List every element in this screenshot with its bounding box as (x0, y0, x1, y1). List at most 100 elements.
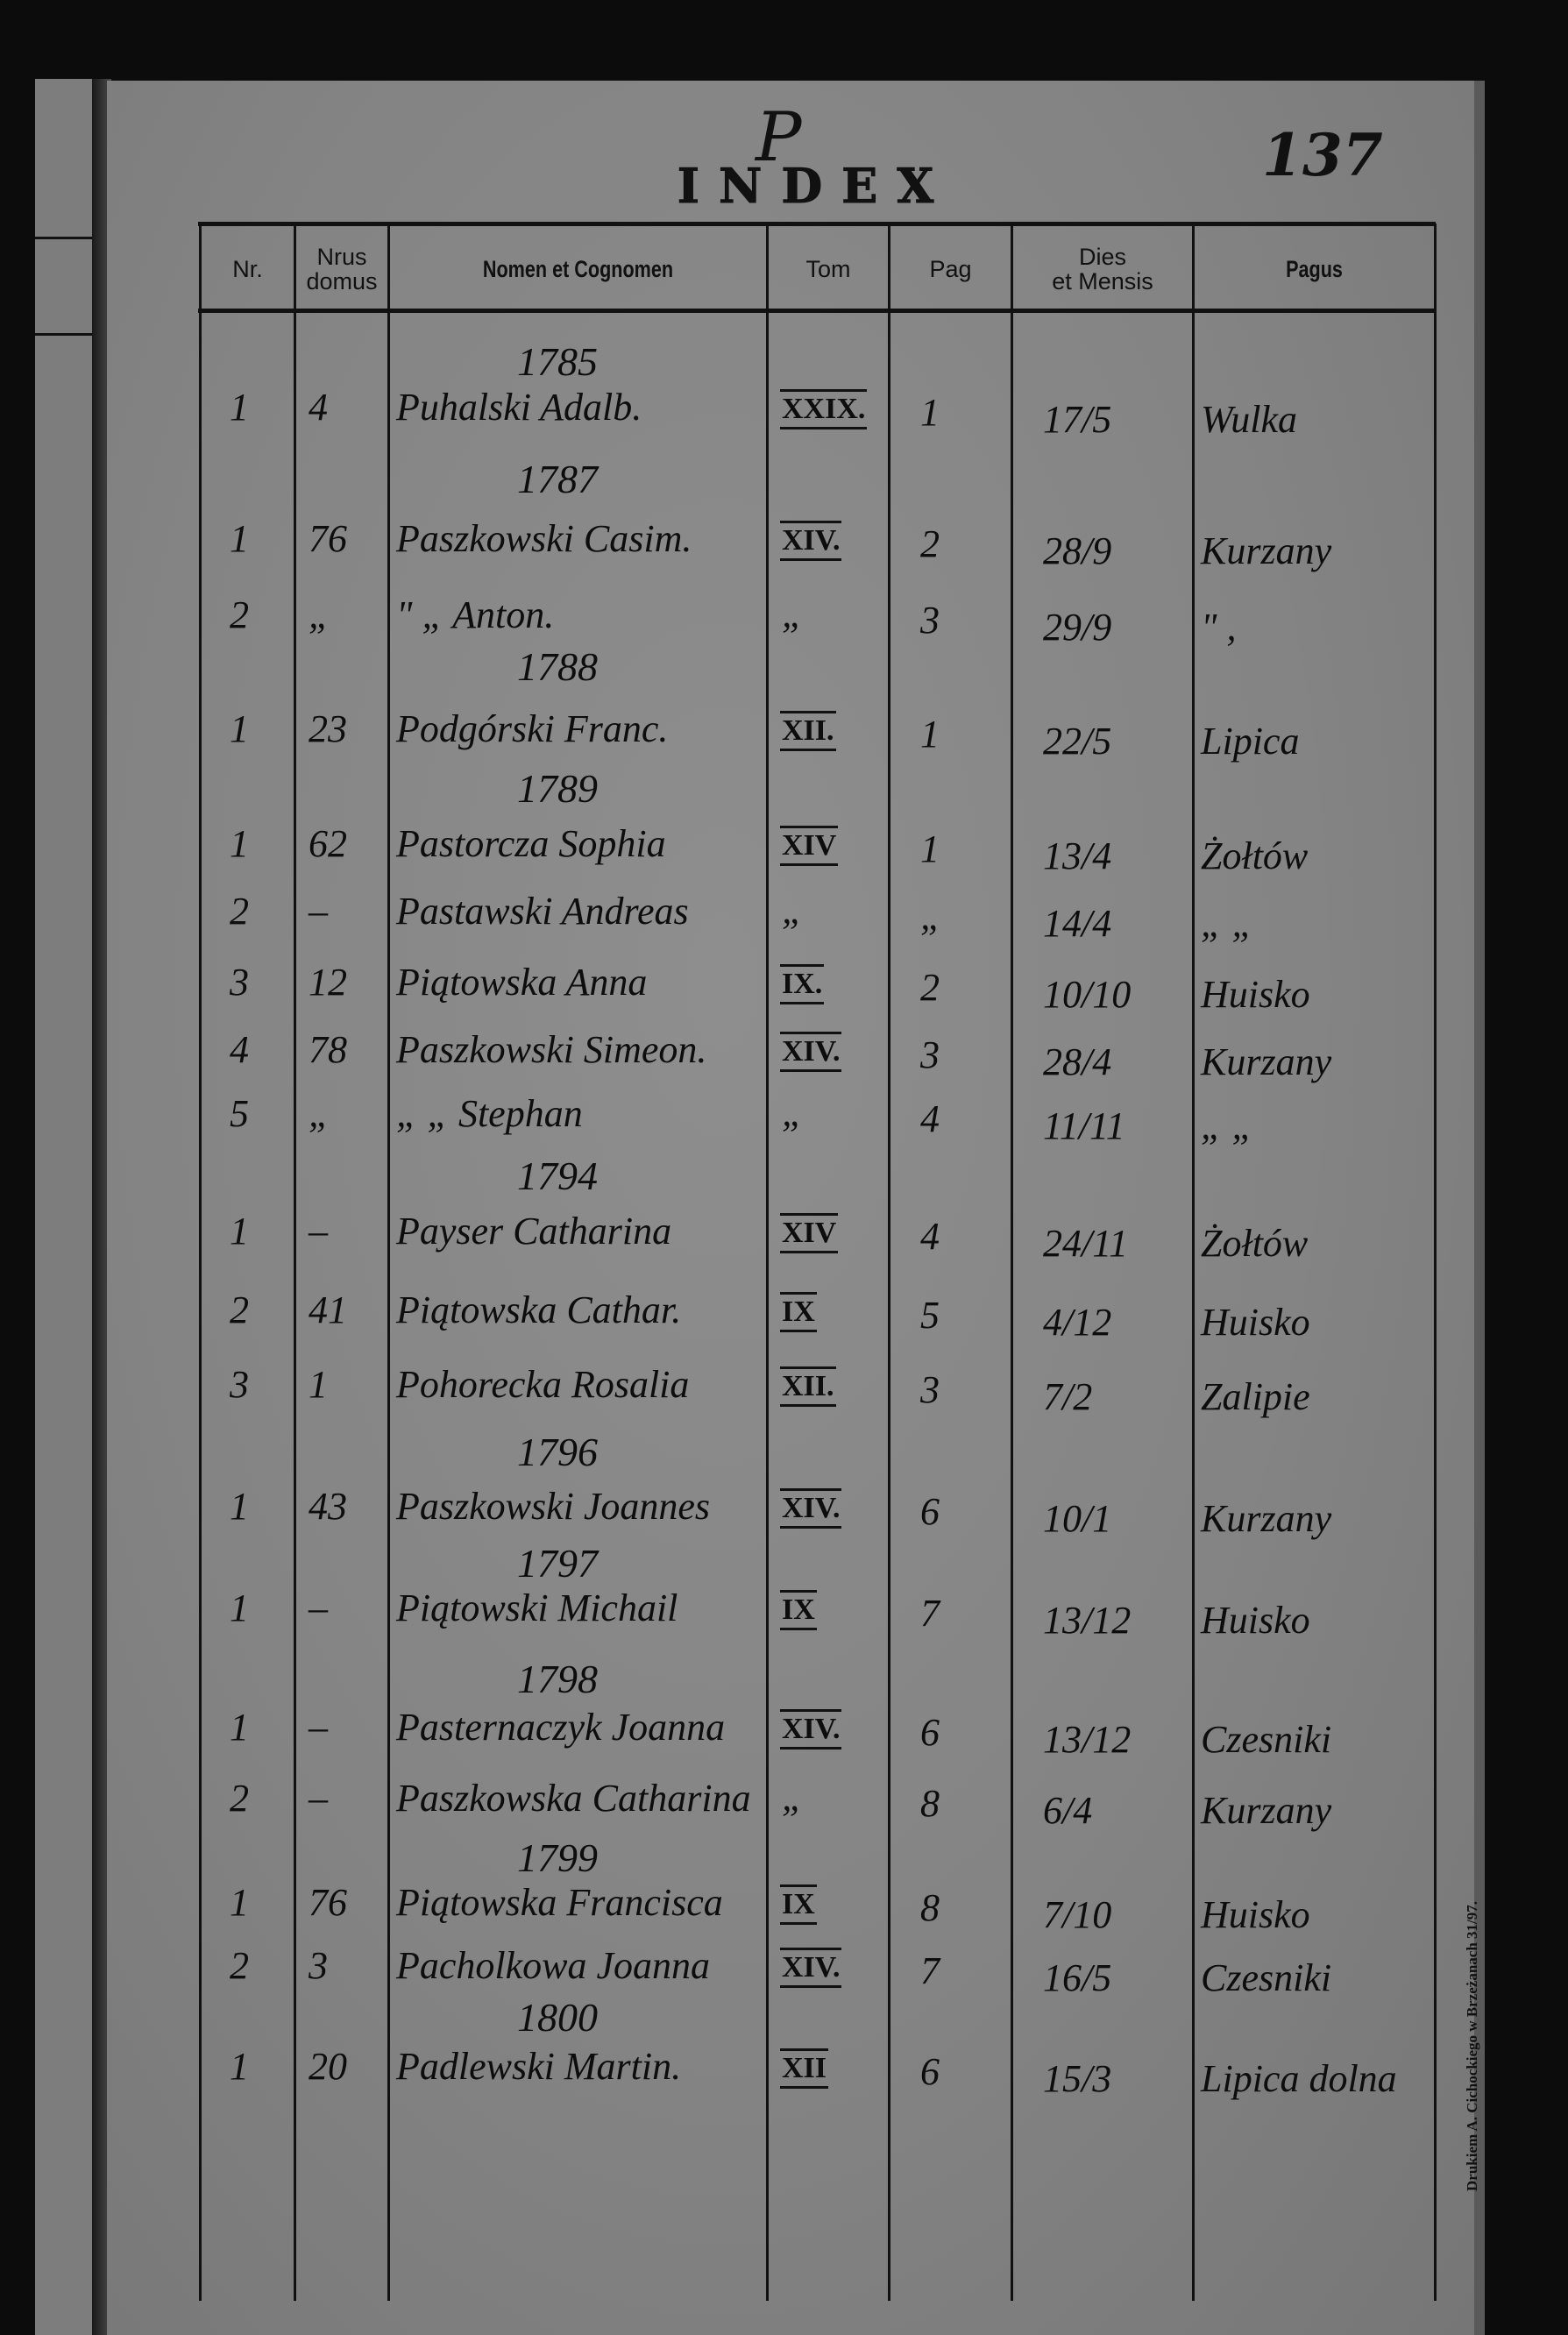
entry-dies: 11/11 (1043, 1104, 1125, 1147)
entry-dies: 7/10 (1043, 1893, 1112, 1936)
entry-tom: IX (780, 1590, 817, 1630)
entry-pagus: Żołtów (1201, 834, 1309, 877)
entry-name: „ „ Stephan (396, 1092, 583, 1135)
entry-name: " „ Anton. (396, 593, 555, 636)
entry-pagus: Zalipie (1201, 1375, 1310, 1418)
entry-domus: 43 (309, 1485, 347, 1528)
entry-nr: 2 (230, 1777, 249, 1820)
entry-nr: 4 (230, 1028, 249, 1071)
entry-name: Piątowska Cathar. (396, 1288, 682, 1331)
entry-nr: 1 (230, 386, 249, 429)
entry-nr: 2 (230, 1944, 249, 1987)
year-heading: 1787 (517, 457, 598, 501)
entry-nr: 2 (230, 890, 249, 933)
entry-dies: 14/4 (1043, 902, 1112, 945)
year-heading: 1794 (517, 1153, 598, 1198)
entry-tom: XIV. (780, 521, 842, 561)
column-rule (766, 224, 769, 2301)
entry-dies: 10/1 (1043, 1497, 1112, 1540)
entry-name: Podgórski Franc. (396, 707, 669, 750)
header-nr: Nr. (232, 256, 263, 282)
year-heading: 1797 (517, 1541, 598, 1586)
entry-pag: „ (920, 895, 942, 938)
header-dies-line1: Dies (1078, 244, 1126, 270)
facing-page-rule (35, 237, 96, 239)
entry-tom: XIV. (780, 1488, 842, 1529)
header-nomen: Nomen et Cognomen (482, 256, 674, 282)
entry-name: Piątowski Michail (396, 1586, 678, 1629)
entry-pag: 2 (920, 966, 940, 1009)
entry-pagus: Kurzany (1201, 1789, 1332, 1832)
entry-name: Pasternaczyk Joanna (396, 1706, 726, 1749)
entry-pagus: Wulka (1201, 398, 1297, 441)
entry-tom: XXIX. (780, 389, 868, 429)
entry-tom: XIV. (780, 1032, 842, 1072)
entry-pagus: Żołtów (1201, 1222, 1309, 1265)
header-bottom-rule (198, 309, 1436, 313)
entry-name: Paszkowski Joannes (396, 1485, 711, 1528)
entry-pagus: " , (1201, 606, 1237, 649)
entry-name: Paszkowski Casim. (396, 517, 692, 560)
entry-pag: 1 (920, 827, 940, 870)
column-rule (1011, 224, 1013, 2301)
entry-tom: XIV. (780, 1948, 842, 1988)
column-rule (1434, 224, 1437, 2301)
entry-name: Pacholkowa Joanna (396, 1944, 711, 1987)
entry-pag: 3 (920, 599, 940, 642)
entry-name: Pohorecka Rosalia (396, 1363, 690, 1406)
entry-pagus: Huisko (1201, 1599, 1310, 1642)
entry-pag: 4 (920, 1097, 940, 1140)
entry-pagus: Kurzany (1201, 1040, 1332, 1083)
entry-nr: 1 (230, 1485, 249, 1528)
entry-domus: 62 (309, 822, 347, 865)
entry-pagus: Czesniki (1201, 1718, 1332, 1761)
entry-domus: 12 (309, 961, 347, 1004)
entry-dies: 24/11 (1043, 1222, 1128, 1265)
entry-dies: 13/4 (1043, 834, 1112, 877)
entry-name: Payser Catharina (396, 1210, 672, 1253)
entry-name: Paszkowski Simeon. (396, 1028, 707, 1071)
entry-name: Pastawski Andreas (396, 890, 689, 933)
entry-pag: 8 (920, 1782, 940, 1825)
entry-pagus: Lipica dolna (1201, 2057, 1397, 2100)
year-heading: 1788 (517, 644, 598, 689)
entry-pag: 8 (920, 1886, 940, 1929)
register-page (107, 81, 1474, 2335)
entry-nr: 1 (230, 1210, 249, 1253)
entry-dies: 15/3 (1043, 2057, 1112, 2100)
year-heading: 1800 (517, 1995, 598, 2040)
entry-pag: 6 (920, 1711, 940, 1754)
entry-tom: XII. (780, 711, 836, 751)
header-tom: Tom (805, 256, 851, 282)
entry-domus: – (309, 1706, 328, 1749)
header-domus-line2: domus (306, 268, 378, 295)
entry-nr: 1 (230, 1706, 249, 1749)
entry-dies: 10/10 (1043, 973, 1132, 1016)
entry-domus: 20 (309, 2045, 347, 2088)
entry-pag: 3 (920, 1368, 940, 1411)
header-domus-line1: Nrus (316, 244, 367, 270)
entry-domus: 1 (309, 1363, 328, 1406)
entry-pag: 6 (920, 1490, 940, 1533)
facing-page-edge (35, 79, 96, 2335)
year-heading: 1799 (517, 1835, 598, 1880)
entry-name: Paszkowska Catharina (396, 1777, 751, 1820)
entry-pagus: Lipica (1201, 720, 1300, 763)
entry-tom: XII. (780, 1366, 836, 1407)
entry-dies: 13/12 (1043, 1599, 1132, 1642)
column-rule (199, 224, 202, 2301)
entry-domus: „ (309, 1092, 330, 1135)
entry-nr: 1 (230, 517, 249, 560)
page-edge (1474, 81, 1485, 2335)
entry-tom: XIV. (780, 1709, 842, 1749)
entry-dies: 17/5 (1043, 398, 1112, 441)
entry-pag: 5 (920, 1294, 940, 1337)
entry-tom: IX (780, 1884, 817, 1925)
entry-dies: 13/12 (1043, 1718, 1132, 1761)
entry-dies: 22/5 (1043, 720, 1112, 763)
entry-nr: 5 (230, 1092, 249, 1135)
entry-pag: 1 (920, 713, 940, 756)
entry-nr: 3 (230, 1363, 249, 1406)
entry-domus: – (309, 1210, 328, 1253)
column-rule (387, 224, 390, 2301)
